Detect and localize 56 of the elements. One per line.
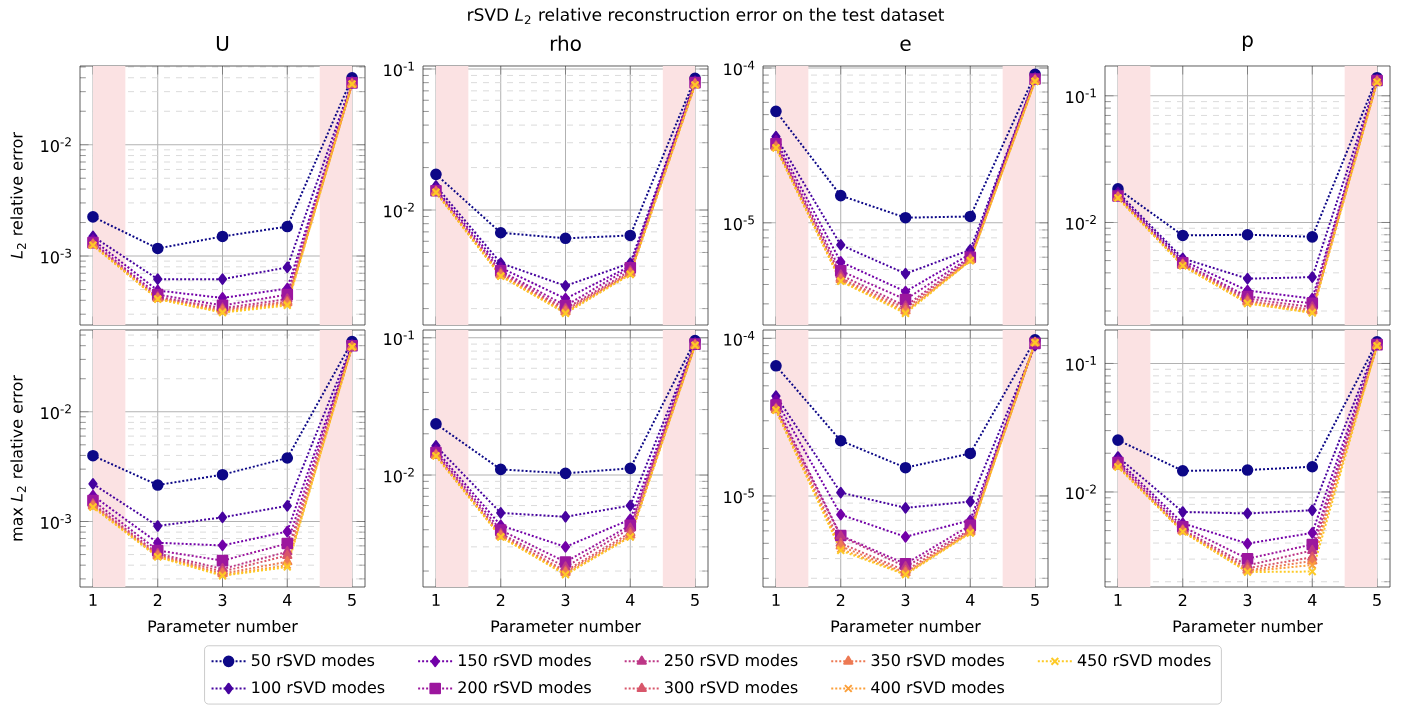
y-tick-label: 10$^{-5}$	[724, 215, 754, 231]
y-tick-label: 10$^{-3}$	[41, 248, 71, 264]
text: rSVD L$_{2}$ relative reconstruction error on the test dataset	[468, 7, 945, 25]
x-tick-label: 3	[561, 594, 570, 607]
legend-label: 450 rSVD modes	[1077, 653, 1211, 667]
x-tick-label: 4	[625, 594, 635, 606]
legend-label: 100 rSVD modes	[252, 680, 385, 694]
x-tick-label: 4	[1307, 594, 1317, 606]
y-tick-label: 10$^{-5}$	[724, 488, 754, 504]
chart-title: p	[1242, 35, 1253, 51]
y-tick-label: 10$^{-1}$	[384, 61, 414, 77]
x-tick-label: 3	[1243, 594, 1252, 607]
legend-label: 300 rSVD modes	[665, 680, 798, 694]
legend-label: 50 rSVD modes	[251, 653, 375, 667]
x-tick-label: 1	[432, 594, 440, 606]
x-tick-label: 2	[496, 594, 505, 606]
x-tick-label: 4	[282, 594, 292, 606]
x-axis-title: Parameter number	[491, 619, 641, 633]
legend-label: 150 rSVD modes	[459, 653, 591, 667]
x-tick-label: 4	[965, 594, 975, 606]
x-axis-title: Parameter number	[148, 619, 298, 633]
chart-title: e	[900, 39, 911, 51]
x-tick-label: 5	[1031, 594, 1039, 606]
legend-label: 250 rSVD modes	[664, 653, 798, 667]
y-tick-label: 10$^{-2}$	[41, 404, 71, 420]
chart-title: U	[216, 36, 229, 51]
x-axis-title: Parameter number	[831, 619, 981, 633]
x-tick-label: 1	[772, 594, 780, 606]
y-axis-title: max L$_{2}$ relative error	[10, 375, 26, 541]
y-tick-label: 10$^{-2}$	[1066, 215, 1096, 230]
y-tick-label: 10$^{-2}$	[384, 467, 414, 483]
y-tick-label: 10$^{-3}$	[41, 514, 71, 529]
x-tick-label: 3	[901, 594, 910, 607]
y-tick-label: 10$^{-1}$	[1066, 88, 1096, 104]
y-axis-title: L$_{2}$ relative error	[10, 132, 26, 259]
legend-label: 350 rSVD modes	[871, 653, 1005, 667]
x-tick-label: 1	[1114, 594, 1122, 606]
x-tick-label: 5	[348, 594, 356, 606]
y-tick-label: 10$^{-2}$	[1066, 484, 1096, 500]
chart-title: rho	[550, 35, 581, 51]
y-tick-label: 10$^{-2}$	[384, 202, 414, 218]
x-tick-label: 3	[218, 594, 227, 607]
y-tick-label: 10$^{-1}$	[1066, 356, 1096, 371]
y-tick-label: 10$^{-4}$	[724, 331, 755, 346]
legend-label: 200 rSVD modes	[458, 680, 591, 694]
y-tick-label: 10$^{-4}$	[724, 60, 755, 76]
legend-label: 400 rSVD modes	[871, 680, 1005, 694]
x-tick-label: 5	[1373, 594, 1381, 606]
y-tick-label: 10$^{-2}$	[41, 137, 71, 153]
x-axis-title: Parameter number	[1173, 619, 1323, 633]
x-tick-label: 5	[691, 594, 699, 606]
x-tick-label: 2	[1178, 594, 1187, 606]
x-tick-label: 2	[836, 594, 845, 606]
x-tick-label: 2	[153, 594, 162, 606]
y-tick-label: 10$^{-1}$	[384, 330, 414, 346]
x-tick-label: 1	[89, 594, 97, 606]
